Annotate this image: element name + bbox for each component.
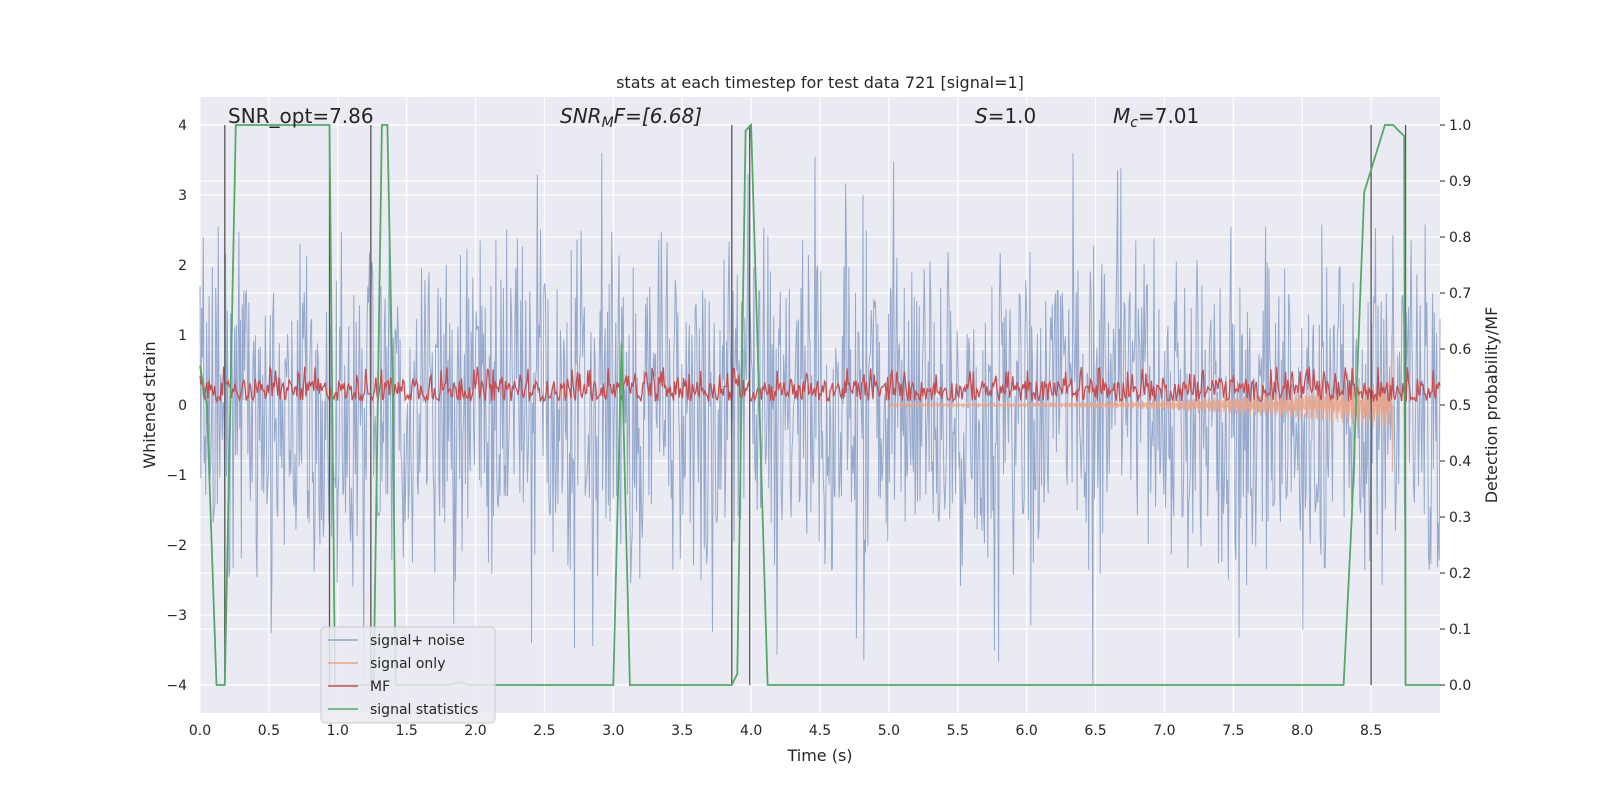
y-axis-label: Whitened strain — [140, 341, 159, 468]
y2-tick-label: 0.7 — [1449, 286, 1471, 302]
series-signal-noise-line — [199, 152, 1441, 685]
legend: signal+ noise signal only MF signal stat… — [320, 626, 496, 724]
x-tick-label: 1.0 — [327, 723, 349, 739]
annotation-s: S=1.0 — [975, 104, 1036, 128]
x-tick-label: 5.0 — [878, 723, 900, 739]
y-tick-label: 1 — [178, 328, 187, 344]
x-tick-label: 6.5 — [1084, 723, 1106, 739]
y2-tick-label: 0.4 — [1449, 454, 1471, 470]
y2-tick-label: 0.5 — [1449, 398, 1471, 414]
chart-title: stats at each timestep for test data 721… — [616, 73, 1024, 92]
legend-label-mf: MF — [370, 679, 390, 695]
x-tick-label: 4.5 — [809, 723, 831, 739]
x-tick-label: 1.5 — [396, 723, 418, 739]
annotation-snr-mf-rest: F=[6.68] — [614, 104, 702, 128]
y-tick-label: −1 — [166, 468, 187, 484]
x-tick-label: 3.0 — [602, 723, 624, 739]
y-tick-label: 4 — [178, 118, 187, 134]
legend-label-signal-statistics: signal statistics — [370, 702, 478, 718]
annotation-s-base: S — [975, 104, 988, 128]
x-tick-label: 3.5 — [671, 723, 693, 739]
y-tick-label: 0 — [178, 398, 187, 414]
annotation-mc-base: M — [1113, 104, 1130, 128]
y2-tick-label: 1.0 — [1449, 118, 1471, 134]
legend-label-signal-only: signal only — [370, 656, 445, 672]
series-mf-line — [199, 365, 1441, 404]
x-tick-label: 8.5 — [1360, 723, 1382, 739]
legend-box — [320, 626, 496, 724]
y2-tick-label: 0.6 — [1449, 342, 1471, 358]
series-signal-only-line — [888, 334, 1394, 472]
x-tick-label: 0.5 — [258, 723, 280, 739]
x-tick-label: 5.5 — [947, 723, 969, 739]
y2-axis-label: Detection probability/MF — [1482, 307, 1501, 504]
x-axis-label: Time (s) — [786, 746, 852, 765]
y2-tick-label: 0.8 — [1449, 230, 1471, 246]
y2-tick-label: 0.3 — [1449, 510, 1471, 526]
annotation-snr-mf-sub: M — [602, 115, 614, 131]
annotation-s-rest: =1.0 — [988, 104, 1037, 128]
x-tick-label: 4.0 — [740, 723, 762, 739]
x-tick-label: 8.0 — [1291, 723, 1313, 739]
y-tick-label: 2 — [178, 258, 187, 274]
x-tick-label: 7.0 — [1153, 723, 1175, 739]
x-tick-label: 2.0 — [464, 723, 486, 739]
y2-tick-label: 0.0 — [1449, 678, 1471, 694]
annotation-snr-mf: SNRMF=[6.68] — [560, 104, 702, 131]
y-tick-label: 3 — [178, 188, 187, 204]
x-tick-label: 7.5 — [1222, 723, 1244, 739]
annotation-mc-rest: =7.01 — [1138, 104, 1199, 128]
annotation-snr-opt: SNR_opt=7.86 — [228, 104, 374, 128]
y2-tick-label: 0.1 — [1449, 622, 1471, 638]
legend-label-signal-noise: signal+ noise — [370, 633, 465, 649]
y2-tick-label: 0.9 — [1449, 174, 1471, 190]
y-tick-label: −2 — [166, 538, 187, 554]
x-tick-label: 6.0 — [1016, 723, 1038, 739]
annotation-snr-mf-base: SNR — [560, 104, 602, 128]
ticks: 0.0 0.5 1.0 1.5 2.0 2.5 3.0 3.5 4.0 4.5 5.0 5.5 6.0 6… — [166, 118, 1471, 739]
annotation-mc: Mc=7.01 — [1113, 104, 1199, 131]
x-tick-label: 0.0 — [189, 723, 211, 739]
y-tick-label: −3 — [166, 608, 187, 624]
y-tick-label: −4 — [166, 678, 187, 694]
x-tick-label: 2.5 — [533, 723, 555, 739]
annotation-mc-sub: c — [1130, 115, 1138, 131]
y2-tick-label: 0.2 — [1449, 566, 1471, 582]
